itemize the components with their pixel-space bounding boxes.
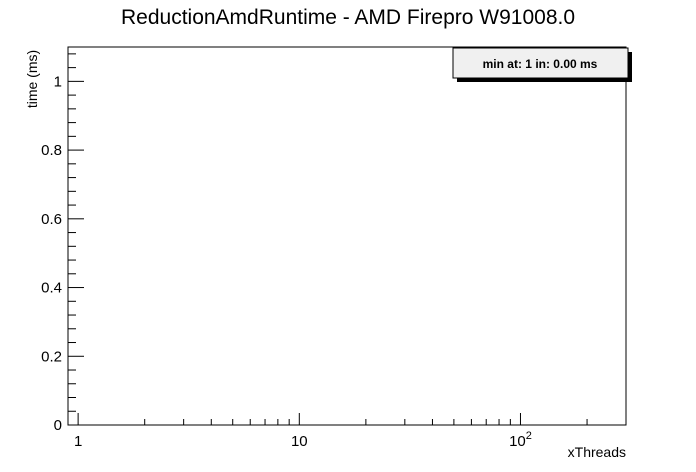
x-axis-label: xThreads <box>568 444 626 460</box>
x-tick-label: 1 <box>74 433 82 450</box>
x-tick-label: 102 <box>509 430 532 450</box>
y-tick-label: 0.8 <box>41 142 62 159</box>
y-tick-label: 0 <box>54 417 62 434</box>
y-tick-label: 1 <box>54 73 62 90</box>
stats-box-panel <box>452 47 629 79</box>
stats-box-text: min at: 1 in: 0.00 ms <box>483 57 598 71</box>
x-axis: 1 10 102 <box>74 413 627 450</box>
stats-box: min at: 1 in: 0.00 ms <box>452 47 632 82</box>
y-tick-label: 0.4 <box>41 280 62 297</box>
x-tick-exponent: 2 <box>526 430 532 442</box>
y-tick-label: 0.6 <box>41 211 62 228</box>
y-tick-label: 0.2 <box>41 348 62 365</box>
y-axis: 0 0.2 0.4 0.6 0.8 1 <box>41 53 84 434</box>
y-axis-label: time (ms) <box>24 50 40 108</box>
plot-frame <box>67 46 627 426</box>
x-tick-label: 10 <box>291 433 308 450</box>
chart-title: ReductionAmdRuntime - AMD Firepro W91008… <box>121 6 575 29</box>
